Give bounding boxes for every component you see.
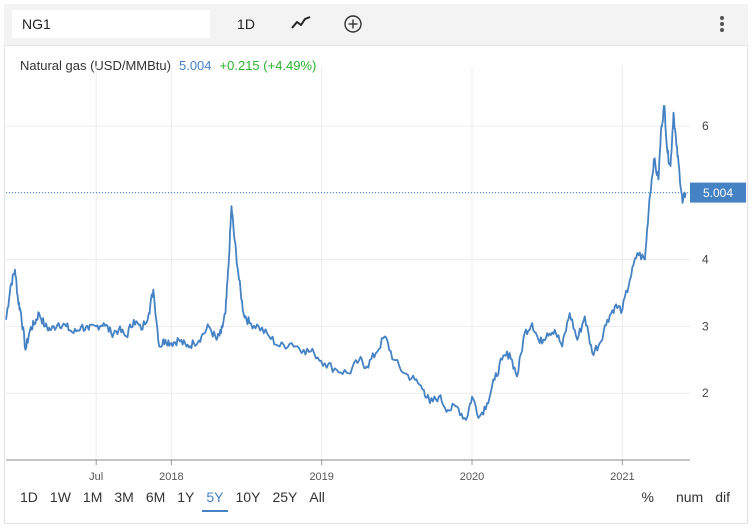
quote-header: Natural gas (USD/MMBtu) 5.004 +0.215 (+4.4… — [20, 58, 316, 73]
x-tick-label: 2019 — [309, 471, 333, 483]
range-button-6m[interactable]: 6M — [145, 489, 166, 505]
last-price: 5.004 — [178, 58, 212, 73]
mode-selector: % num dif — [636, 486, 736, 508]
y-tick-label: 6 — [702, 119, 709, 133]
chart-type-button[interactable] — [288, 10, 314, 38]
vertical-dots-icon — [720, 16, 724, 32]
more-menu-button[interactable] — [712, 10, 732, 38]
range-button-5y[interactable]: 5Y — [200, 486, 229, 512]
price-line — [5, 105, 687, 421]
chart-grid — [6, 66, 690, 460]
line-chart-icon — [291, 16, 311, 29]
last-price-badge-label: 5.004 — [703, 186, 733, 200]
interval-button[interactable]: 1D — [237, 16, 255, 32]
y-tick-label: 2 — [702, 386, 709, 400]
plus-circle-icon — [344, 15, 362, 33]
range-button-1w[interactable]: 1W — [49, 489, 71, 505]
instrument-name: Natural gas (USD/MMBtu) — [20, 58, 171, 73]
range-button-1y[interactable]: 1Y — [177, 489, 195, 505]
mode-button-percent[interactable]: % — [641, 489, 654, 505]
range-button-1m[interactable]: 1M — [82, 489, 103, 505]
range-button-all[interactable]: All — [309, 489, 325, 505]
chart-series — [5, 105, 690, 421]
range-button-1d[interactable]: 1D — [20, 489, 38, 505]
x-tick-label: 2021 — [610, 471, 634, 483]
y-tick-label: 4 — [702, 253, 709, 267]
chart-axes — [6, 459, 690, 465]
x-tick-label: 2020 — [460, 471, 484, 483]
chart-toolbar: 1D — [4, 4, 748, 46]
chart-widget — [4, 4, 748, 524]
last-price-badge — [690, 182, 746, 203]
price-change: +0.215 (+4.49%) — [219, 58, 317, 73]
x-tick-label: Jul — [89, 471, 103, 483]
range-button-25y[interactable]: 25Y — [272, 489, 298, 505]
mode-button-num[interactable]: num — [675, 489, 704, 505]
mode-button-dif[interactable]: dif — [715, 489, 730, 505]
y-tick-label: 3 — [702, 319, 709, 333]
range-selector: 1D 1W 1M 3M 6M 1Y 5Y 10Y 25Y All — [14, 486, 331, 512]
range-button-3m[interactable]: 3M — [114, 489, 134, 505]
chart-labels: 23456Jul20182019202020215.004 — [89, 119, 746, 483]
symbol-input[interactable] — [12, 10, 210, 38]
x-tick-label: 2018 — [159, 471, 183, 483]
add-indicator-button[interactable] — [340, 10, 366, 38]
range-button-10y[interactable]: 10Y — [235, 489, 261, 505]
